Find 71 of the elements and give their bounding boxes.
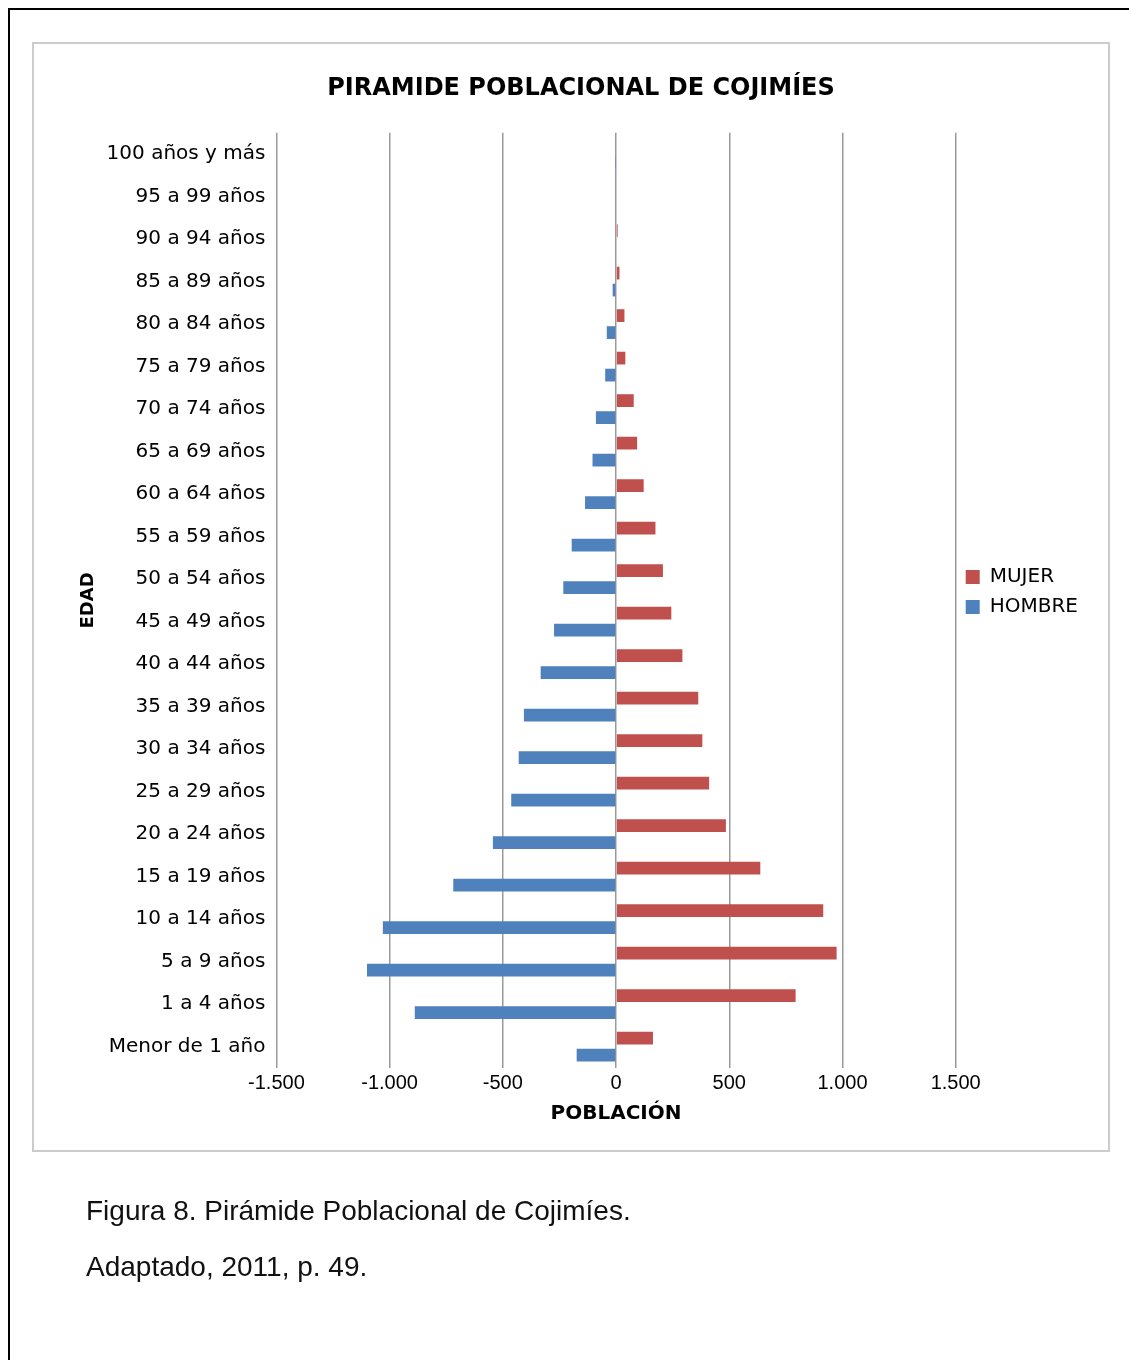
- y-tick-label: 40 a 44 años: [135, 650, 266, 675]
- x-axis-title: POBLACIÓN: [550, 1100, 682, 1125]
- bar: [616, 989, 796, 1003]
- text: Figura 8. Pirámide Poblacional de Cojimíes.: [86, 1195, 631, 1227]
- bar: [382, 921, 616, 935]
- bar: [616, 606, 672, 620]
- y-tick-label: 75 a 79 años: [135, 352, 266, 377]
- y-tick-label: 1 a 4 años: [161, 990, 266, 1015]
- bar: [616, 479, 644, 492]
- bar: [616, 649, 683, 663]
- y-tick-label: 25 a 29 años: [135, 777, 266, 802]
- bar: [592, 453, 616, 467]
- chart-title: PIRAMIDE POBLACIONAL DE COJIMÍES: [327, 71, 835, 101]
- x-tick-label: -500: [482, 1070, 523, 1093]
- y-tick-label: 5 a 9 años: [161, 947, 266, 972]
- y-tick-label: Menor de 1 año: [108, 1032, 266, 1057]
- legend-label: HOMBRE: [989, 593, 1079, 618]
- bar: [585, 496, 616, 510]
- bar: [414, 1006, 616, 1020]
- bar: [576, 1048, 616, 1062]
- bar: [616, 521, 656, 535]
- y-tick-label: 15 a 19 años: [135, 862, 266, 887]
- bar: [616, 861, 761, 875]
- y-tick-label: 65 a 69 años: [135, 437, 266, 462]
- bar: [616, 776, 710, 790]
- bar: [616, 394, 634, 407]
- y-tick-label: 80 a 84 años: [135, 310, 266, 335]
- y-tick-label: 45 a 49 años: [135, 607, 266, 632]
- bar: [616, 734, 703, 748]
- y-tick-label: 10 a 14 años: [135, 905, 266, 930]
- y-tick-label: 60 a 64 años: [135, 480, 266, 505]
- bar: [523, 708, 616, 722]
- y-tick-label: 30 a 34 años: [135, 735, 266, 760]
- bar: [540, 666, 616, 680]
- bar: [511, 793, 616, 807]
- legend-label: MUJER: [989, 563, 1055, 588]
- y-tick-label: 85 a 89 años: [135, 267, 266, 292]
- bar: [616, 946, 837, 960]
- y-tick-label: 20 a 24 años: [135, 820, 266, 845]
- bar: [616, 564, 663, 578]
- bar: [616, 904, 824, 918]
- y-tick-label: 55 a 59 años: [135, 522, 266, 547]
- text: Adaptado, 2011, p. 49.: [86, 1251, 368, 1283]
- bar: [605, 368, 616, 382]
- bar: [616, 1031, 653, 1045]
- bar: [616, 436, 638, 450]
- bar: [595, 411, 616, 424]
- x-tick-label: 500: [712, 1070, 746, 1093]
- bar: [492, 836, 616, 850]
- bar: [367, 963, 616, 977]
- y-tick-label: 100 años y más: [106, 140, 266, 165]
- bar: [606, 326, 616, 339]
- y-tick-label: 95 a 99 años: [135, 182, 266, 207]
- y-tick-label: 70 a 74 años: [135, 395, 266, 420]
- bar: [554, 623, 616, 637]
- x-tick-label: -1.500: [248, 1070, 305, 1093]
- y-tick-label: 35 a 39 años: [135, 692, 266, 717]
- bar: [563, 581, 616, 595]
- x-tick-label: 0: [610, 1070, 622, 1093]
- x-tick-label: 1.000: [817, 1070, 868, 1093]
- bar: [571, 538, 616, 552]
- bar: [518, 751, 616, 765]
- y-axis-title: EDAD: [76, 572, 98, 629]
- bar: [616, 819, 726, 833]
- bar: [453, 878, 616, 892]
- y-tick-label: 50 a 54 años: [135, 565, 266, 590]
- y-tick-label: 90 a 94 años: [135, 225, 266, 250]
- x-tick-label: 1.500: [930, 1070, 981, 1093]
- bar: [616, 309, 625, 322]
- x-tick-label: -1.000: [361, 1070, 418, 1093]
- bar: [616, 691, 699, 705]
